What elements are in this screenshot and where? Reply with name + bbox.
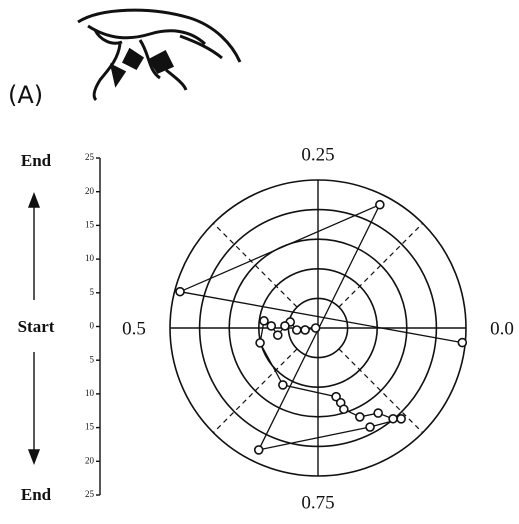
y-tick-label: 5 (90, 354, 95, 364)
point (331, 391, 341, 402)
diagonal-grid (338, 348, 424, 434)
point (175, 286, 185, 297)
y-tick-label: 25 (85, 152, 95, 162)
point (291, 325, 302, 335)
angle-tick-label: 0.5 (122, 318, 146, 339)
point (272, 330, 283, 340)
diagonal-grid (212, 222, 298, 308)
point (310, 323, 321, 333)
angle-tick-label: 0.75 (301, 492, 334, 513)
axis-label-bottom: End (21, 485, 52, 504)
point (365, 422, 375, 432)
point (300, 325, 310, 335)
point (396, 414, 406, 424)
y-tick-label: 5 (90, 287, 95, 297)
point (388, 413, 398, 424)
angle-tick-label: 0.0 (490, 318, 514, 339)
angle-tick-label: 0.25 (301, 144, 334, 165)
point (457, 337, 468, 348)
point (266, 321, 277, 331)
point (373, 408, 383, 418)
axis-label-top: End (21, 151, 52, 170)
y-tick-label: 10 (85, 253, 95, 263)
insect-drawing (77, 8, 242, 102)
y-tick-label: 25 (85, 489, 95, 499)
y-tick-label: 0 (90, 321, 95, 331)
point (255, 338, 265, 348)
y-tick-label: 15 (85, 422, 95, 432)
y-tick-label: 15 (85, 219, 95, 229)
arrows (27, 192, 41, 465)
point (259, 316, 269, 326)
point (355, 412, 365, 422)
point (280, 321, 290, 331)
y-tick-label: 20 (85, 455, 95, 465)
axis-label-middle: Start (18, 317, 55, 336)
diagonal-grid (212, 348, 298, 434)
y-tick-label: 20 (85, 186, 95, 196)
diagonal-grid (338, 222, 424, 308)
point (375, 199, 385, 210)
point (278, 380, 288, 390)
y-tick-label: 10 (85, 388, 95, 398)
point (253, 445, 264, 455)
point (339, 404, 349, 415)
panel-label: (A) (8, 81, 43, 109)
